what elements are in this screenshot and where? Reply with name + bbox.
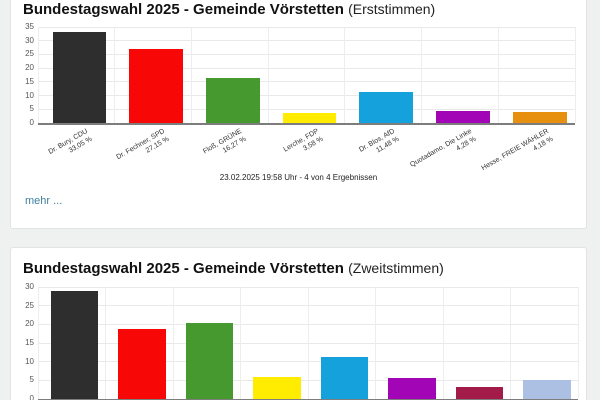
y-tick-label: 5	[29, 104, 34, 114]
bar-Floß, GRÜNE[interactable]	[206, 78, 260, 123]
gridline	[38, 53, 575, 55]
more-link[interactable]: mehr ...	[25, 195, 63, 207]
bar-Quotadamo, Die Linke[interactable]	[436, 111, 490, 123]
gridline	[375, 287, 376, 399]
gridline	[37, 27, 39, 123]
gridline	[38, 81, 575, 83]
y-tick-label: 15	[25, 76, 34, 86]
bar-chart-zweitstimmen: 0 5 10 15 20 25 30	[25, 282, 579, 400]
card-title-main: Bundestagswahl 2025 - Gemeinde Vörstette…	[23, 1, 344, 18]
result-timestamp: 23.02.2025 19:58 Uhr - 4 von 4 Ergebniss…	[219, 173, 378, 182]
bar-series-7[interactable]	[523, 379, 571, 399]
y-tick-label: 20	[25, 63, 34, 73]
y-tick-label: 10	[25, 356, 34, 366]
gridline	[307, 287, 309, 399]
card-title-suffix: (Zweitstimmen)	[348, 260, 444, 276]
x-axis-line	[38, 398, 578, 400]
bar-Lerche, FDP[interactable]	[282, 113, 337, 123]
gridline	[37, 287, 39, 399]
y-tick-label: 0	[29, 394, 34, 400]
bar-series-2[interactable]	[185, 323, 234, 399]
gridline	[240, 287, 241, 399]
gridline	[344, 27, 346, 123]
gridline	[38, 40, 575, 42]
y-tick-label: 10	[25, 90, 34, 100]
card-title-zweitstimmen: Bundestagswahl 2025 - Gemeinde Vörstette…	[23, 260, 444, 277]
bar-series-1[interactable]	[118, 328, 166, 399]
gridline	[510, 287, 511, 399]
bar-series-4[interactable]	[320, 357, 369, 399]
gridline	[172, 287, 174, 399]
results-card-erststimmen: Bundestagswahl 2025 - Gemeinde Vörstette…	[10, 0, 587, 229]
gridline	[577, 287, 579, 399]
gridline	[190, 27, 192, 123]
bar-Dr. Bury, CDU[interactable]	[52, 32, 107, 123]
y-tick-label: 20	[25, 319, 34, 329]
y-tick-label: 5	[29, 375, 34, 385]
card-title-main: Bundestagswahl 2025 - Gemeinde Vörstette…	[23, 260, 344, 277]
card-title-erststimmen: Bundestagswahl 2025 - Gemeinde Vörstette…	[23, 1, 435, 18]
gridline	[105, 287, 106, 399]
gridline	[38, 95, 575, 97]
bar-series-0[interactable]	[50, 290, 99, 399]
card-title-suffix: (Erststimmen)	[348, 1, 436, 17]
gridline	[421, 27, 423, 123]
bar-series-6[interactable]	[455, 387, 504, 399]
gridline	[38, 26, 575, 28]
bar-Hesse, FREIE WÄHLER[interactable]	[512, 111, 567, 123]
gridline	[38, 108, 575, 110]
gridline	[114, 27, 116, 123]
y-tick-label: 30	[25, 35, 34, 45]
bar-series-5[interactable]	[388, 378, 436, 399]
y-tick-label: 35	[25, 22, 34, 31]
bar-chart-erststimmen: 0 5 10 15 20 25 30 35 Dr. Bury, CDU 33,05 % Dr. Fe…	[25, 22, 576, 172]
x-axis-line	[38, 122, 575, 125]
y-tick-label: 15	[25, 338, 34, 347]
gridline	[497, 27, 499, 123]
bar-Dr. Blos, AfD[interactable]	[359, 91, 414, 123]
gridline	[574, 27, 576, 123]
y-tick-label: 0	[29, 118, 34, 127]
bar-Dr. Fechner, SPD[interactable]	[129, 48, 183, 123]
y-tick-label: 30	[25, 282, 34, 291]
gridline	[267, 27, 269, 123]
y-tick-label: 25	[25, 49, 34, 59]
gridline	[38, 67, 575, 69]
y-tick-label: 25	[25, 300, 34, 310]
gridline	[442, 287, 444, 399]
results-card-zweitstimmen: Bundestagswahl 2025 - Gemeinde Vörstette…	[10, 247, 587, 400]
bar-series-3[interactable]	[253, 376, 301, 399]
